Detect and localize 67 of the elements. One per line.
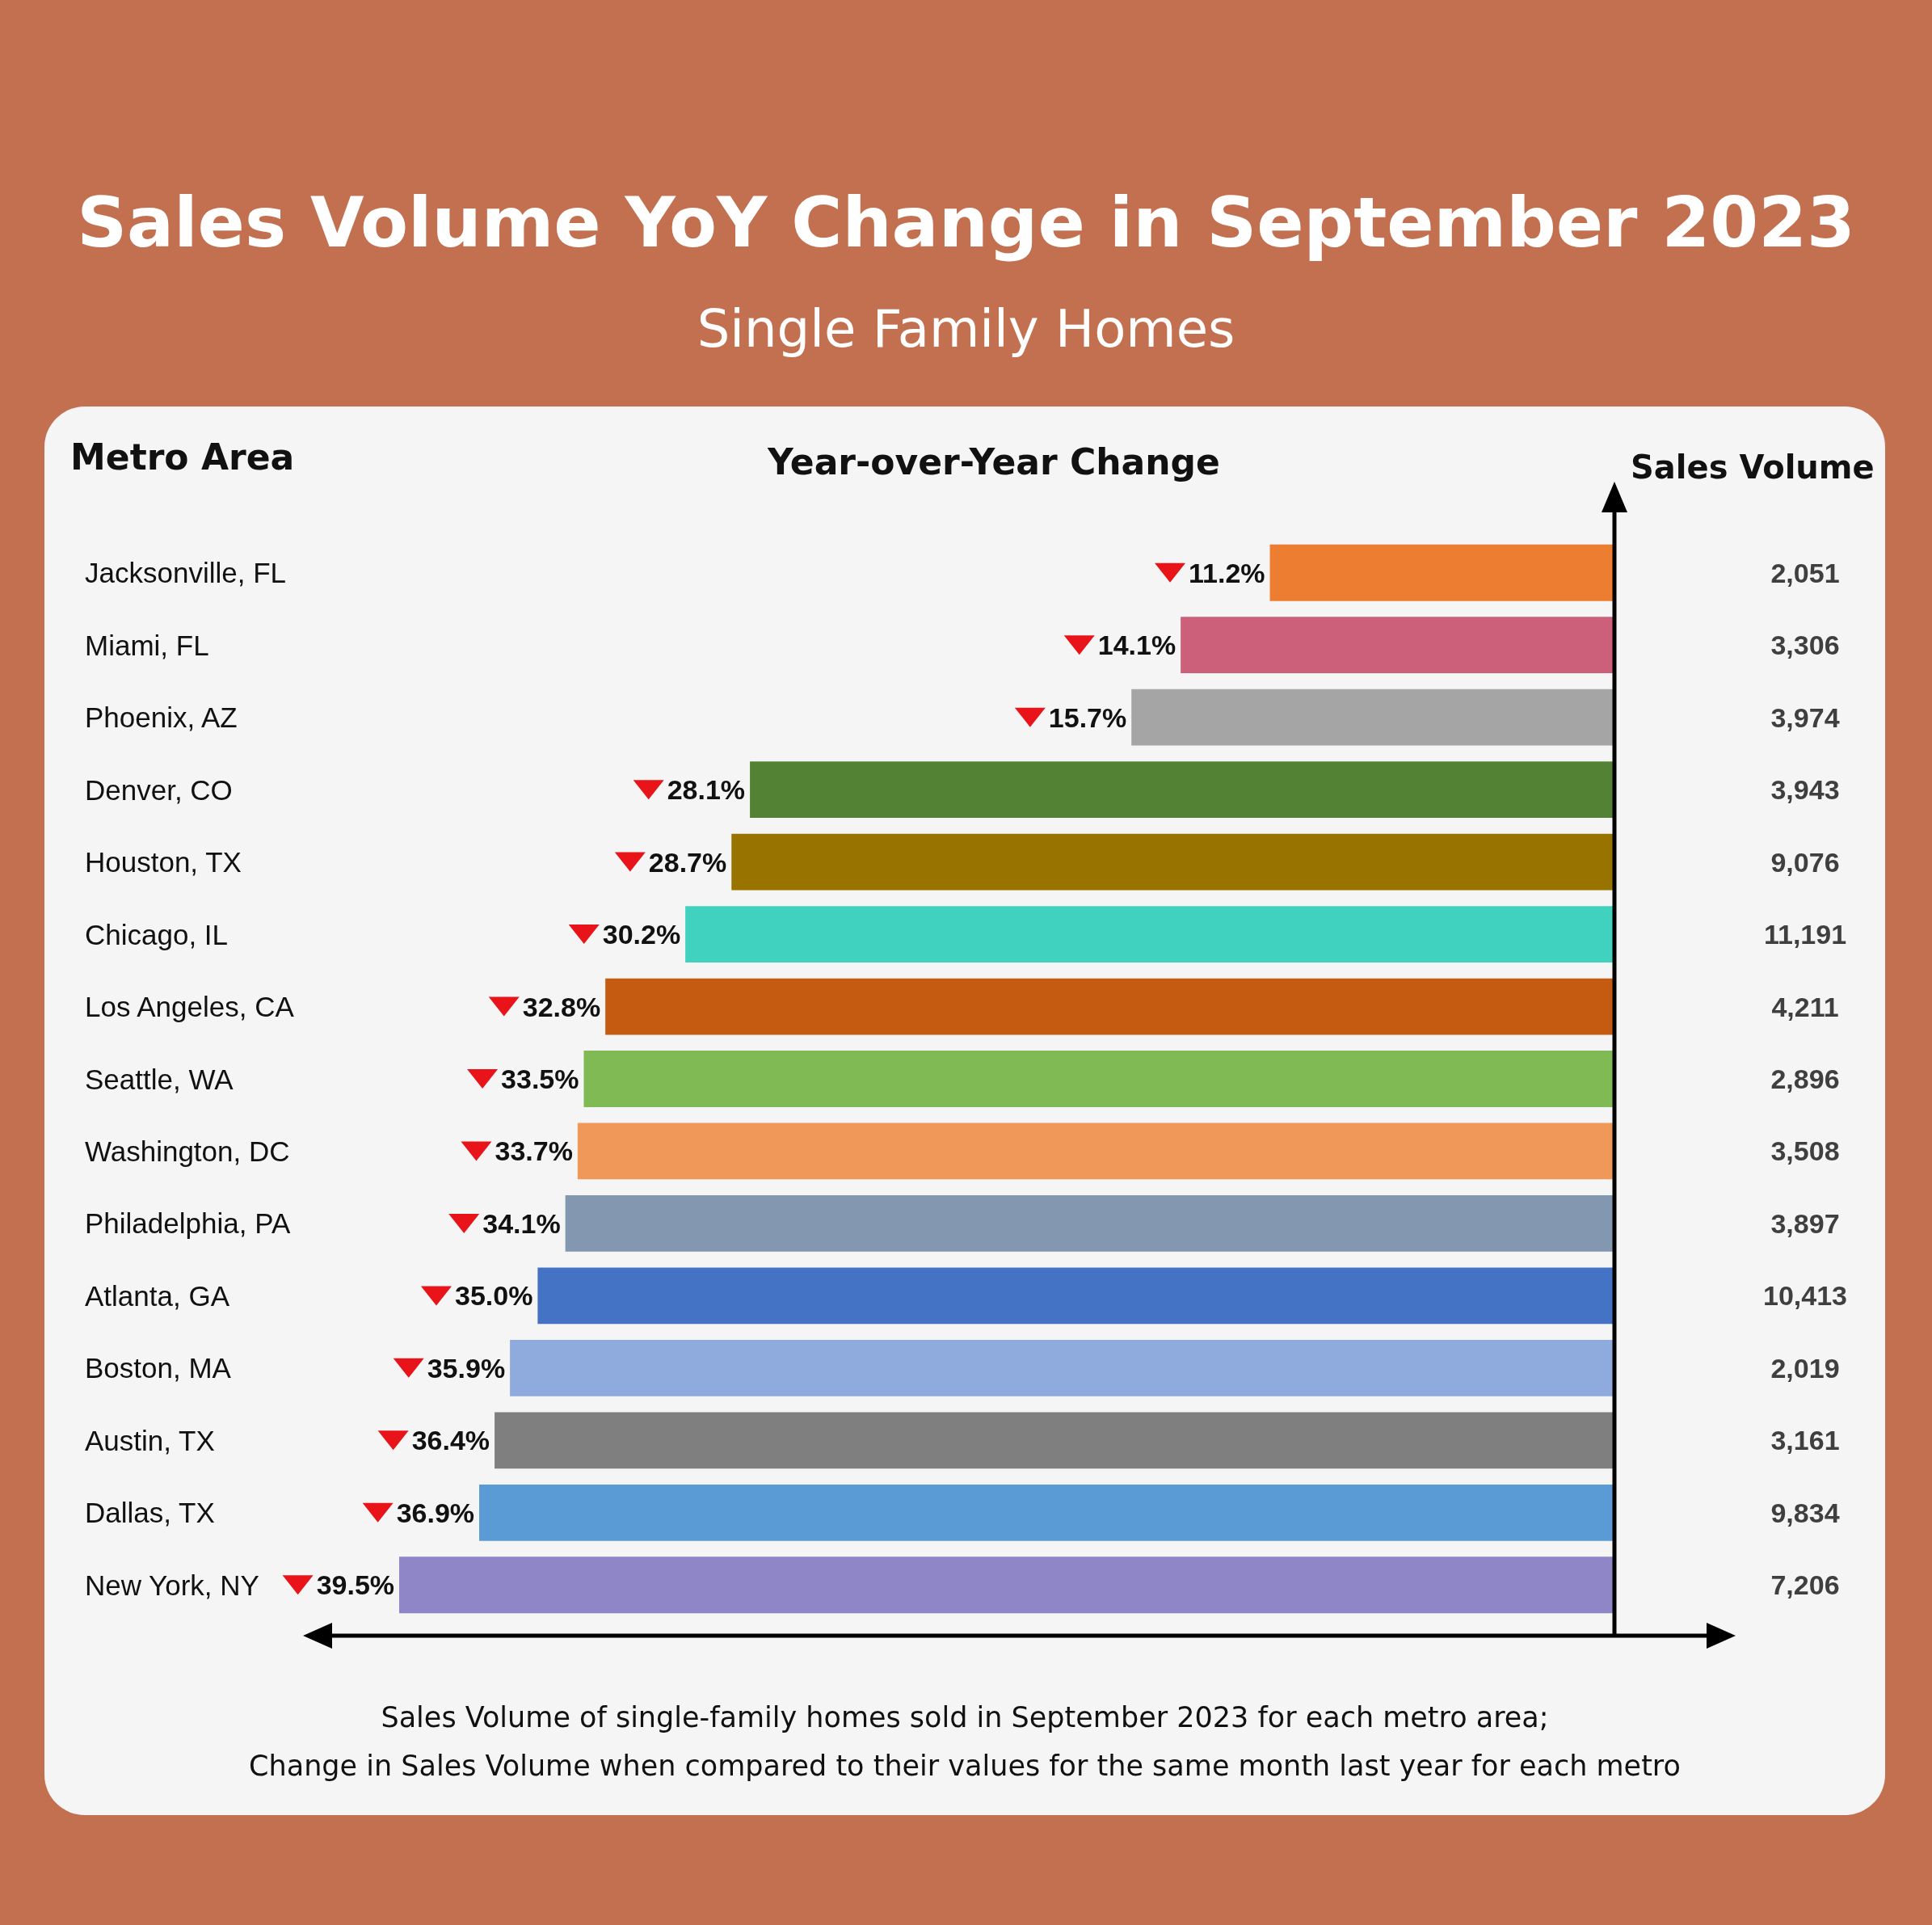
data-label: 10,413 bbox=[1763, 1280, 1847, 1312]
bar bbox=[731, 833, 1614, 891]
data-label: 3,897 bbox=[1770, 1207, 1840, 1239]
chart-title: Sales Volume YoY Change in September 2023 bbox=[76, 182, 1856, 263]
data-label: 9,834 bbox=[1770, 1497, 1840, 1528]
y-tick-label: Chicago, IL bbox=[85, 918, 229, 950]
bar bbox=[577, 1123, 1614, 1180]
bar bbox=[495, 1412, 1614, 1469]
data-label: 14.1% bbox=[1097, 630, 1176, 661]
data-label: 3,943 bbox=[1770, 774, 1840, 806]
data-label: 4,211 bbox=[1771, 991, 1839, 1022]
text: Sales Volume bbox=[1631, 449, 1875, 486]
y-tick-label: Phoenix, AZ bbox=[85, 701, 238, 734]
y-tick-label: Boston, MA bbox=[85, 1352, 232, 1384]
data-label: 3,306 bbox=[1770, 630, 1840, 661]
data-label: 2,051 bbox=[1770, 557, 1840, 588]
data-label: 11.2% bbox=[1189, 557, 1265, 588]
data-label: 33.7% bbox=[495, 1135, 573, 1167]
data-label: 33.5% bbox=[501, 1064, 579, 1094]
data-label: 30.2% bbox=[602, 919, 681, 950]
data-label: 3,161 bbox=[1770, 1425, 1840, 1456]
data-label: 11,191 bbox=[1763, 919, 1847, 950]
chart-subtitle: Single Family Homes bbox=[696, 299, 1236, 359]
data-label: 9,076 bbox=[1770, 846, 1840, 878]
bar bbox=[583, 1051, 1614, 1107]
y-axis-title: Metro Area bbox=[70, 436, 295, 478]
data-label: 3,974 bbox=[1770, 701, 1840, 733]
bar bbox=[750, 761, 1614, 819]
bar bbox=[685, 906, 1614, 962]
y-tick-label: Denver, CO bbox=[85, 773, 233, 806]
y-tick-label: Seattle, WA bbox=[85, 1063, 234, 1095]
data-label: 2,896 bbox=[1770, 1064, 1840, 1094]
y-tick-label: Los Angeles, CA bbox=[85, 991, 295, 1023]
bar bbox=[479, 1484, 1614, 1541]
data-label: 3,508 bbox=[1770, 1135, 1840, 1167]
y-tick-label: Philadelphia, PA bbox=[85, 1207, 291, 1240]
data-label: 28.7% bbox=[648, 846, 727, 878]
data-label: 35.9% bbox=[427, 1352, 506, 1384]
y-tick-label: Austin, TX bbox=[85, 1424, 215, 1456]
bar bbox=[1269, 544, 1614, 601]
x-axis-title: Year-over-Year Change bbox=[768, 441, 1220, 482]
text: Sales Volume of single-family homes sold in September 2023 for each metro area; bbox=[380, 1700, 1550, 1735]
data-label: 36.4% bbox=[411, 1425, 490, 1456]
data-label: 7,206 bbox=[1770, 1569, 1840, 1601]
y-tick-label: Jacksonville, FL bbox=[85, 557, 286, 589]
y-tick-label: Miami, FL bbox=[85, 629, 209, 661]
data-label: 28.1% bbox=[667, 774, 746, 806]
bar bbox=[565, 1195, 1614, 1252]
bar bbox=[1131, 689, 1614, 746]
y-tick-label: New York, NY bbox=[85, 1569, 259, 1601]
y-tick-label: Atlanta, GA bbox=[85, 1279, 230, 1312]
data-label: 36.9% bbox=[396, 1497, 475, 1528]
data-label: 32.8% bbox=[522, 991, 601, 1022]
y-tick-label: Houston, TX bbox=[85, 846, 242, 878]
bar bbox=[510, 1339, 1614, 1396]
data-label: 2,019 bbox=[1770, 1352, 1840, 1384]
y-tick-label: Dallas, TX bbox=[85, 1497, 215, 1529]
data-label: 35.0% bbox=[454, 1280, 533, 1312]
bar bbox=[537, 1267, 1614, 1325]
text: Change in Sales Volume when compared to their values for the same month last year for each metro bbox=[248, 1749, 1682, 1784]
bar bbox=[605, 978, 1614, 1035]
data-label: 15.7% bbox=[1048, 701, 1127, 733]
bar bbox=[399, 1556, 1614, 1614]
y-tick-label: Washington, DC bbox=[85, 1135, 290, 1167]
data-label: 34.1% bbox=[482, 1207, 561, 1239]
data-label: 39.5% bbox=[316, 1569, 395, 1601]
bar bbox=[1181, 617, 1614, 674]
